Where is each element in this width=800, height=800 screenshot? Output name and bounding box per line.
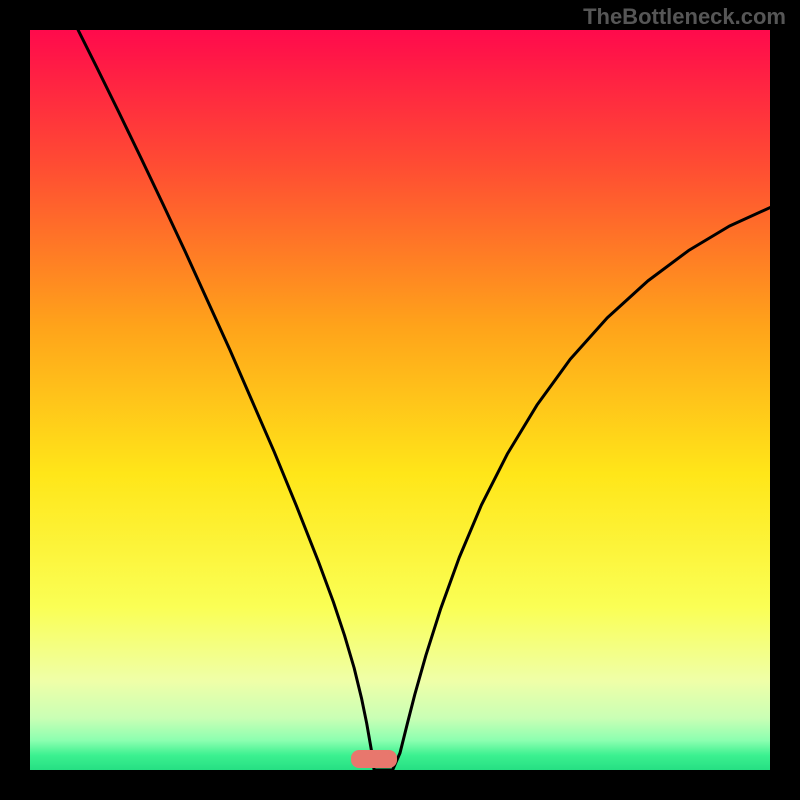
- chart-container: TheBottleneck.com: [0, 0, 800, 800]
- watermark-text: TheBottleneck.com: [583, 4, 786, 30]
- plot-area: [30, 30, 770, 770]
- bottleneck-curve: [30, 30, 770, 770]
- optimum-marker: [351, 750, 397, 768]
